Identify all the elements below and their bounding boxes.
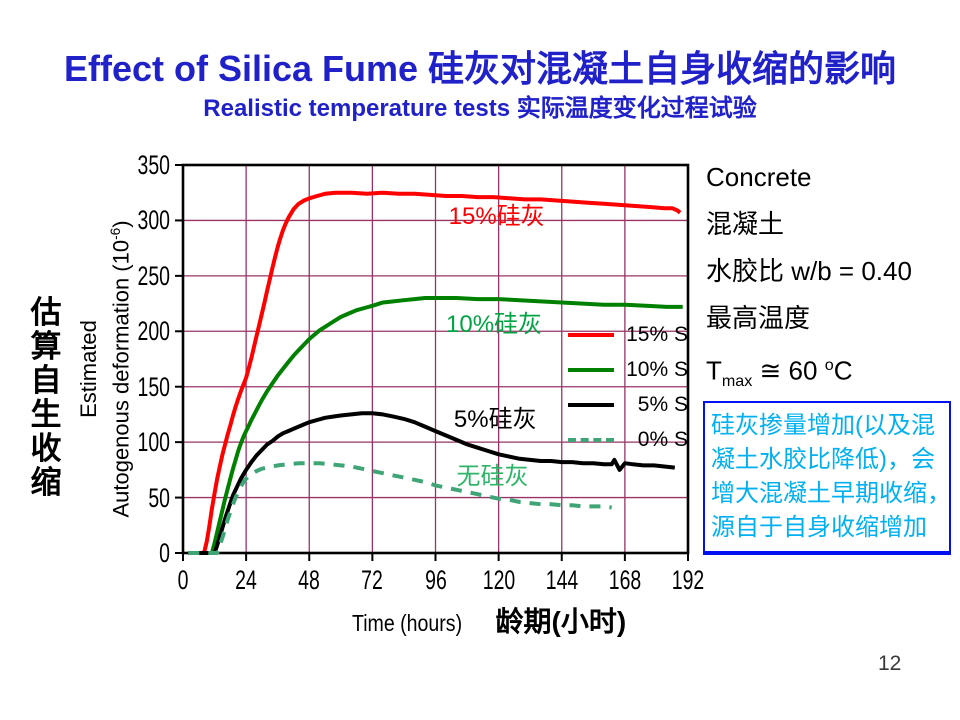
y-tick-label-100: 100	[137, 427, 170, 458]
y-axis-label-line2: Autogenous deformation (10-6)	[108, 220, 134, 518]
curve-label-0: 15%硅灰	[448, 203, 545, 231]
note-line-3: 源自于自身收缩增加	[711, 514, 927, 541]
series-line-0S	[188, 461, 612, 555]
y-axis-label: Estimated Autogenous deformation (10-6)	[75, 149, 134, 589]
x-tick-label-96: 96	[424, 565, 447, 595]
curve-label-2: 5%硅灰	[453, 405, 537, 433]
series-line-10S	[188, 296, 683, 555]
x-tick-label-144: 144	[545, 565, 578, 595]
x-tick-label-192: 192	[671, 565, 705, 595]
x-axis-label-zh: 龄期(小时)	[495, 606, 627, 637]
legend-label: 0% S	[637, 427, 688, 451]
info-line-concrete: Concrete	[706, 162, 812, 192]
y-tick-label-200: 200	[137, 316, 170, 347]
chart-legend: 15% S 10% S 5% S 0% S	[568, 317, 688, 457]
y-tick-label-250: 250	[137, 260, 170, 291]
curve-label-1: 10%硅灰	[446, 310, 543, 338]
note-line-0: 硅灰掺量增加(以及混	[711, 412, 935, 439]
y-tick-label-150: 150	[137, 371, 170, 402]
note-box: 硅灰掺量增加(以及混 凝土水胶比降低)，会 增大混凝土早期收缩， 源自于自身收缩增加	[703, 401, 951, 555]
y-axis-label-chinese: 估算自生收缩	[26, 296, 66, 500]
y-axis-label-line1: Estimated	[76, 320, 101, 418]
plot-frame	[181, 163, 690, 555]
x-axis-label: Time (hours) 龄期(小时)	[352, 600, 626, 640]
legend-item-0S: 0% S	[568, 422, 688, 457]
info-line-tmax: Tmax ≅ 60 oC	[706, 355, 853, 390]
x-axis-label-en: Time (hours)	[352, 610, 463, 636]
info-line-concrete-zh: 混凝土	[706, 209, 785, 239]
info-panel: Concrete 混凝土 水胶比 w/b = 0.40 最高温度 Tmax ≅ …	[706, 162, 956, 397]
x-tick-label-120: 120	[482, 565, 515, 595]
legend-swatch-icon	[568, 437, 614, 442]
note-line-2: 增大混凝土早期收缩，	[711, 480, 951, 507]
x-tick-label-48: 48	[298, 565, 321, 595]
legend-label: 5% S	[637, 392, 688, 416]
y-tick-label-350: 350	[137, 150, 170, 180]
info-line-wb-ratio: 水胶比 w/b = 0.40	[706, 256, 912, 286]
y-axis-label-zh-char-0: 估	[30, 295, 62, 330]
y-tick-label-50: 50	[148, 482, 170, 513]
series-line-5S	[188, 411, 676, 555]
y-axis-label-zh-char-4: 收	[30, 431, 62, 466]
legend-swatch-icon	[568, 402, 614, 407]
legend-item-5S: 5% S	[568, 387, 688, 422]
legend-item-15S: 15% S	[568, 317, 688, 352]
page-number: 12	[878, 652, 902, 675]
legend-swatch-icon	[568, 332, 614, 337]
info-line-max-temp-zh: 最高温度	[706, 303, 811, 333]
y-tick-label-300: 300	[137, 205, 170, 236]
note-line-1: 凝土水胶比降低)，会	[711, 446, 935, 473]
y-tick-label-0: 0	[159, 538, 170, 568]
legend-swatch-icon	[568, 367, 614, 372]
x-tick-label-168: 168	[608, 565, 642, 595]
y-axis-label-zh-char-2: 自	[30, 363, 62, 398]
curve-label-3: 无硅灰	[456, 462, 529, 490]
legend-label: 10% S	[626, 357, 688, 381]
x-tick-label-24: 24	[235, 565, 257, 595]
y-axis-label-zh-char-3: 生	[30, 397, 62, 432]
legend-item-10S: 10% S	[568, 352, 688, 387]
slide-title: Effect of Silica Fume 硅灰对混凝土自身收缩的影响	[63, 48, 897, 89]
x-tick-label-72: 72	[361, 565, 384, 595]
y-axis-label-zh-char-1: 算	[30, 329, 62, 364]
y-axis-label-zh-char-5: 缩	[30, 465, 62, 500]
x-tick-label-0: 0	[177, 565, 189, 595]
series-line-15S	[188, 190, 682, 555]
slide-subtitle: Realistic temperature tests 实际温度变化过程试验	[203, 95, 757, 122]
legend-label: 15% S	[626, 322, 688, 346]
